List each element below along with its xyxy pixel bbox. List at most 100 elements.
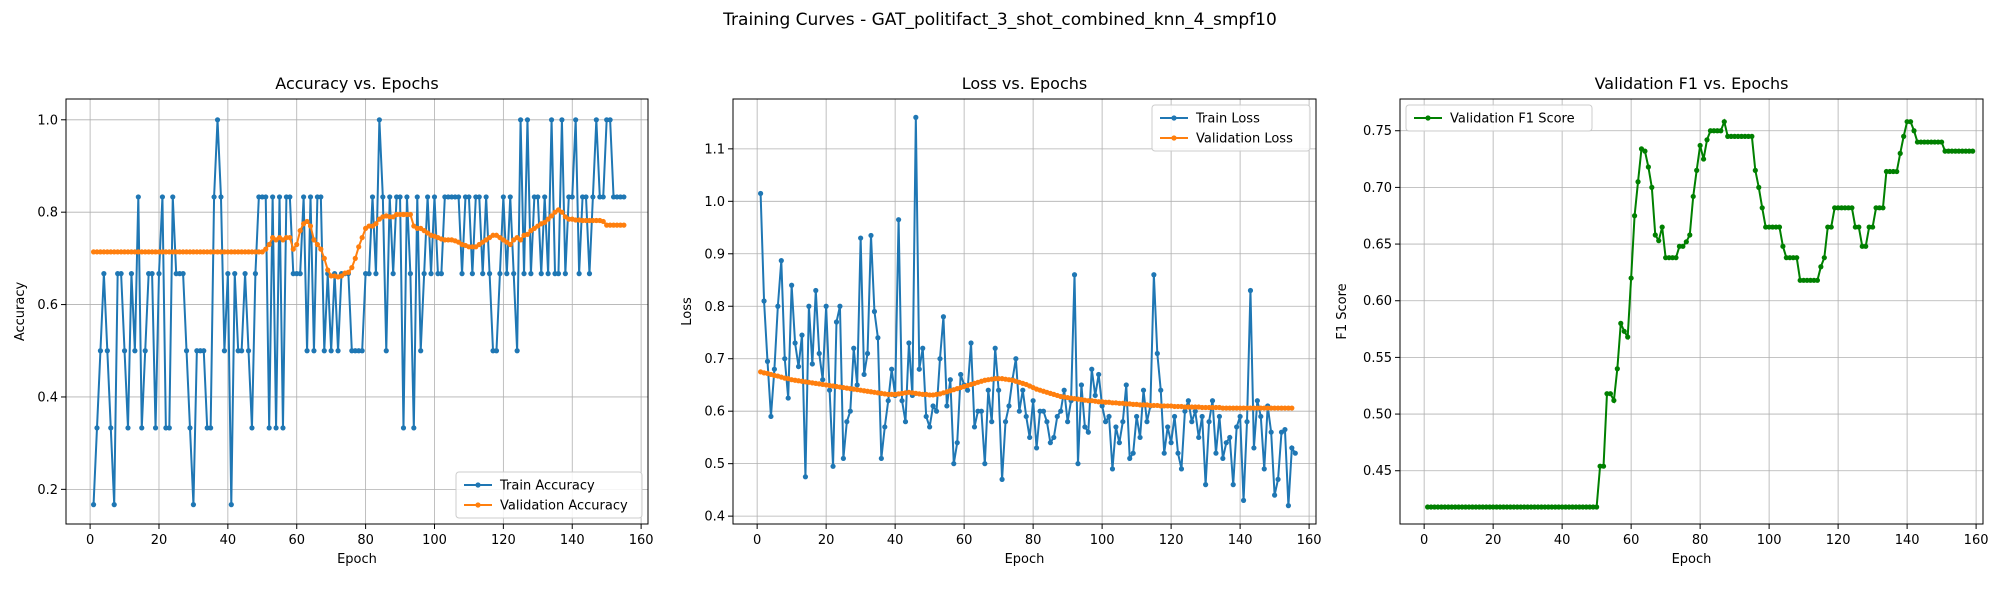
x-axis-label: Epoch	[1005, 552, 1045, 567]
data-point	[1645, 164, 1651, 170]
data-point	[833, 319, 840, 325]
chart-title: Loss vs. Epochs	[962, 74, 1087, 93]
data-point	[1234, 424, 1240, 430]
data-point	[964, 387, 971, 393]
data-point	[1704, 137, 1710, 143]
data-point	[421, 271, 427, 277]
data-point	[830, 463, 836, 469]
data-point	[373, 271, 379, 277]
data-point	[359, 348, 365, 354]
data-point	[844, 419, 850, 425]
data-point	[517, 237, 524, 243]
chart-panel-2: 0 20 40 60 80 100 120 140 160 0.4 0.5 0.6 0.7 0.8 0.9 1…	[680, 74, 1322, 567]
data-point	[621, 222, 627, 228]
data-point	[290, 246, 296, 252]
data-point	[555, 271, 562, 277]
data-point	[376, 117, 382, 123]
y-tick-label: 0.55	[1363, 351, 1392, 366]
data-point	[1192, 408, 1198, 414]
y-tick-label: 0.8	[704, 300, 725, 315]
data-point	[1123, 382, 1129, 388]
data-point	[542, 194, 548, 200]
data-point	[1275, 476, 1281, 482]
data-point	[1749, 133, 1755, 139]
data-point	[352, 255, 358, 261]
data-point	[920, 345, 926, 351]
data-point	[947, 377, 953, 383]
data-point	[1261, 466, 1267, 472]
data-point	[1625, 334, 1631, 340]
x-tick-label: 60	[956, 533, 973, 548]
data-point	[90, 502, 97, 508]
data-point	[1911, 128, 1917, 134]
chart-title: Validation F1 vs. Epochs	[1595, 74, 1789, 93]
data-point	[802, 474, 809, 480]
data-point	[270, 194, 276, 200]
data-point	[407, 211, 413, 218]
x-tick-label: 20	[1485, 533, 1502, 548]
data-point	[1618, 320, 1624, 326]
data-point	[287, 194, 293, 200]
data-point	[304, 218, 310, 225]
data-point	[985, 387, 991, 393]
data-point	[1244, 419, 1250, 425]
data-point	[438, 271, 444, 277]
x-tick-label: 100	[1757, 533, 1782, 548]
data-point	[1054, 413, 1060, 420]
data-point	[1828, 224, 1834, 230]
data-point	[335, 348, 341, 354]
data-point	[328, 348, 334, 354]
data-point	[1061, 387, 1067, 393]
data-point	[1268, 429, 1274, 435]
data-point	[294, 241, 300, 248]
data-point	[1776, 224, 1783, 230]
data-point	[992, 345, 998, 351]
data-point	[504, 271, 510, 277]
data-point	[345, 269, 351, 275]
data-point	[927, 424, 933, 430]
data-point	[400, 425, 407, 431]
data-point	[930, 403, 936, 409]
data-point	[1199, 413, 1205, 420]
data-point	[913, 114, 919, 120]
data-point	[387, 194, 393, 200]
data-point	[245, 348, 252, 354]
x-tick-label: 20	[151, 533, 168, 548]
data-point	[1040, 408, 1047, 414]
data-point	[190, 502, 197, 508]
data-point	[1656, 238, 1662, 244]
legend-marker	[1171, 135, 1177, 141]
data-point	[321, 255, 327, 261]
data-point	[600, 218, 606, 225]
data-point	[1013, 356, 1019, 362]
data-point	[761, 298, 767, 304]
data-point	[507, 241, 513, 248]
data-point	[1151, 272, 1157, 278]
data-point	[1818, 264, 1824, 270]
data-point	[1178, 466, 1185, 472]
y-tick-label: 1.0	[37, 113, 58, 128]
data-point	[411, 425, 417, 431]
data-point	[1203, 482, 1209, 488]
data-point	[1814, 277, 1821, 283]
data-point	[937, 356, 943, 362]
data-point	[476, 194, 482, 200]
x-tick-label: 0	[1420, 533, 1428, 548]
data-point	[1158, 387, 1164, 393]
data-point	[758, 190, 764, 197]
data-point	[1023, 413, 1029, 420]
data-point	[1856, 224, 1862, 230]
data-point	[1607, 391, 1614, 397]
data-point	[1870, 224, 1876, 230]
x-tick-label: 60	[1623, 533, 1640, 548]
data-point	[1220, 455, 1226, 462]
data-point	[276, 194, 283, 200]
data-point	[1752, 167, 1758, 173]
data-point	[455, 194, 462, 200]
data-point	[431, 194, 438, 200]
data-point	[1635, 179, 1641, 185]
series-line-1-1	[92, 118, 624, 505]
data-point	[156, 271, 162, 277]
legend: Train Accuracy Validation Accuracy	[455, 471, 643, 519]
data-point	[590, 194, 596, 200]
